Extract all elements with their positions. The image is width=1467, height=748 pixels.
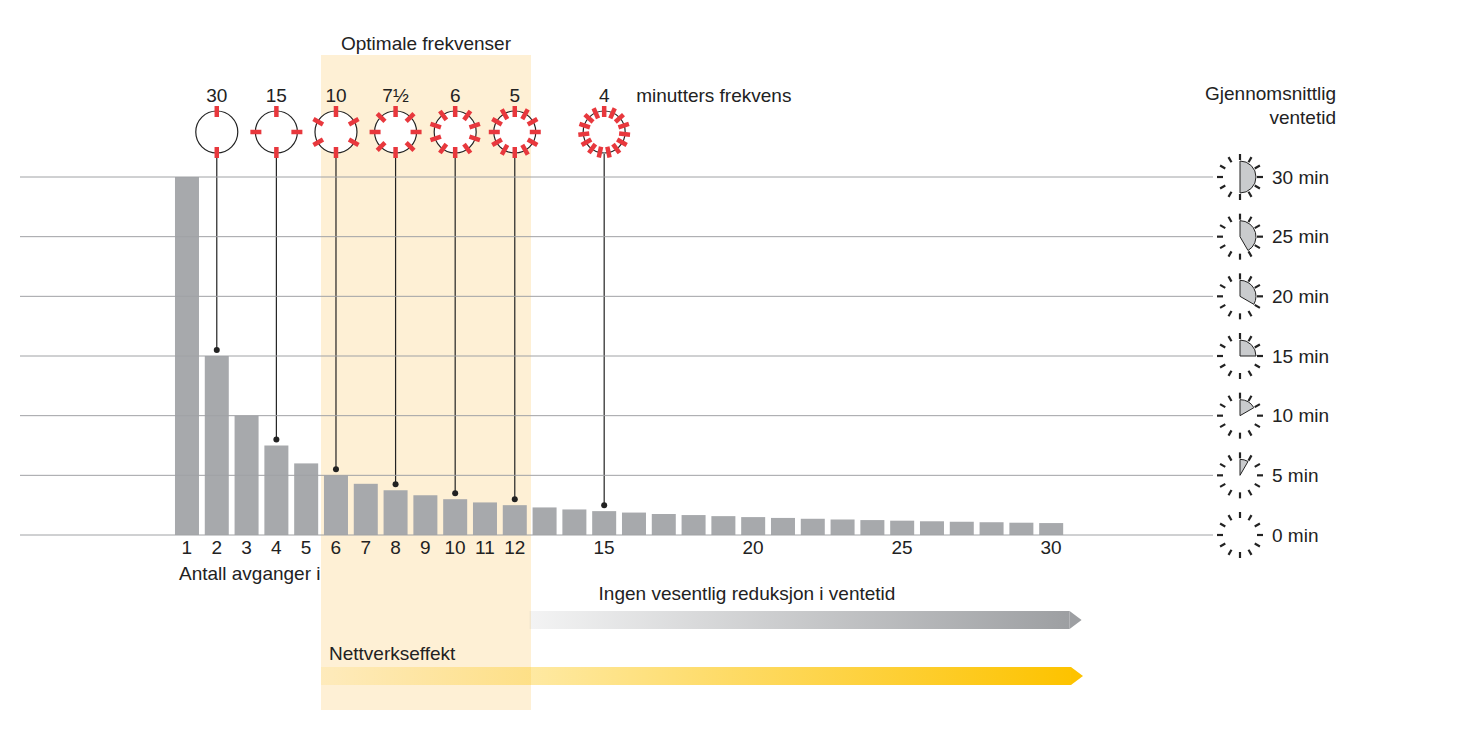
svg-text:5: 5 (301, 537, 312, 558)
svg-text:Optimale frekvenser: Optimale frekvenser (341, 33, 512, 54)
svg-text:Antall avganger i timen: Antall avganger i timen (179, 563, 373, 584)
svg-text:20 min: 20 min (1272, 286, 1329, 307)
svg-text:ventetid: ventetid (1269, 107, 1336, 128)
svg-text:minutters frekvens: minutters frekvens (636, 85, 791, 106)
svg-text:30: 30 (206, 85, 227, 106)
svg-text:15: 15 (594, 537, 615, 558)
svg-text:0 min: 0 min (1272, 525, 1318, 546)
svg-text:4: 4 (599, 85, 610, 106)
svg-text:4: 4 (271, 537, 282, 558)
svg-text:15: 15 (266, 85, 287, 106)
svg-text:9: 9 (420, 537, 431, 558)
svg-text:20: 20 (743, 537, 764, 558)
svg-text:3: 3 (241, 537, 252, 558)
svg-text:10: 10 (325, 85, 346, 106)
svg-text:10: 10 (445, 537, 466, 558)
svg-text:11: 11 (475, 537, 495, 558)
svg-text:Nettverkseffekt: Nettverkseffekt (329, 643, 456, 664)
svg-text:7: 7 (360, 537, 371, 558)
svg-text:1: 1 (182, 537, 193, 558)
svg-text:15 min: 15 min (1272, 346, 1329, 367)
svg-text:7½: 7½ (382, 85, 409, 106)
svg-text:5: 5 (509, 85, 520, 106)
svg-text:5 min: 5 min (1272, 465, 1318, 486)
svg-text:Gjennomsnittlig: Gjennomsnittlig (1205, 83, 1336, 104)
svg-text:12: 12 (504, 537, 525, 558)
svg-text:25 min: 25 min (1272, 226, 1329, 247)
svg-text:10 min: 10 min (1272, 405, 1329, 426)
svg-text:30: 30 (1041, 537, 1062, 558)
svg-text:25: 25 (892, 537, 913, 558)
svg-text:Ingen vesentlig reduksjon i ve: Ingen vesentlig reduksjon i ventetid (599, 583, 896, 604)
svg-text:6: 6 (331, 537, 342, 558)
svg-text:6: 6 (450, 85, 461, 106)
svg-text:8: 8 (390, 537, 401, 558)
svg-text:2: 2 (211, 537, 222, 558)
svg-text:30 min: 30 min (1272, 167, 1329, 188)
